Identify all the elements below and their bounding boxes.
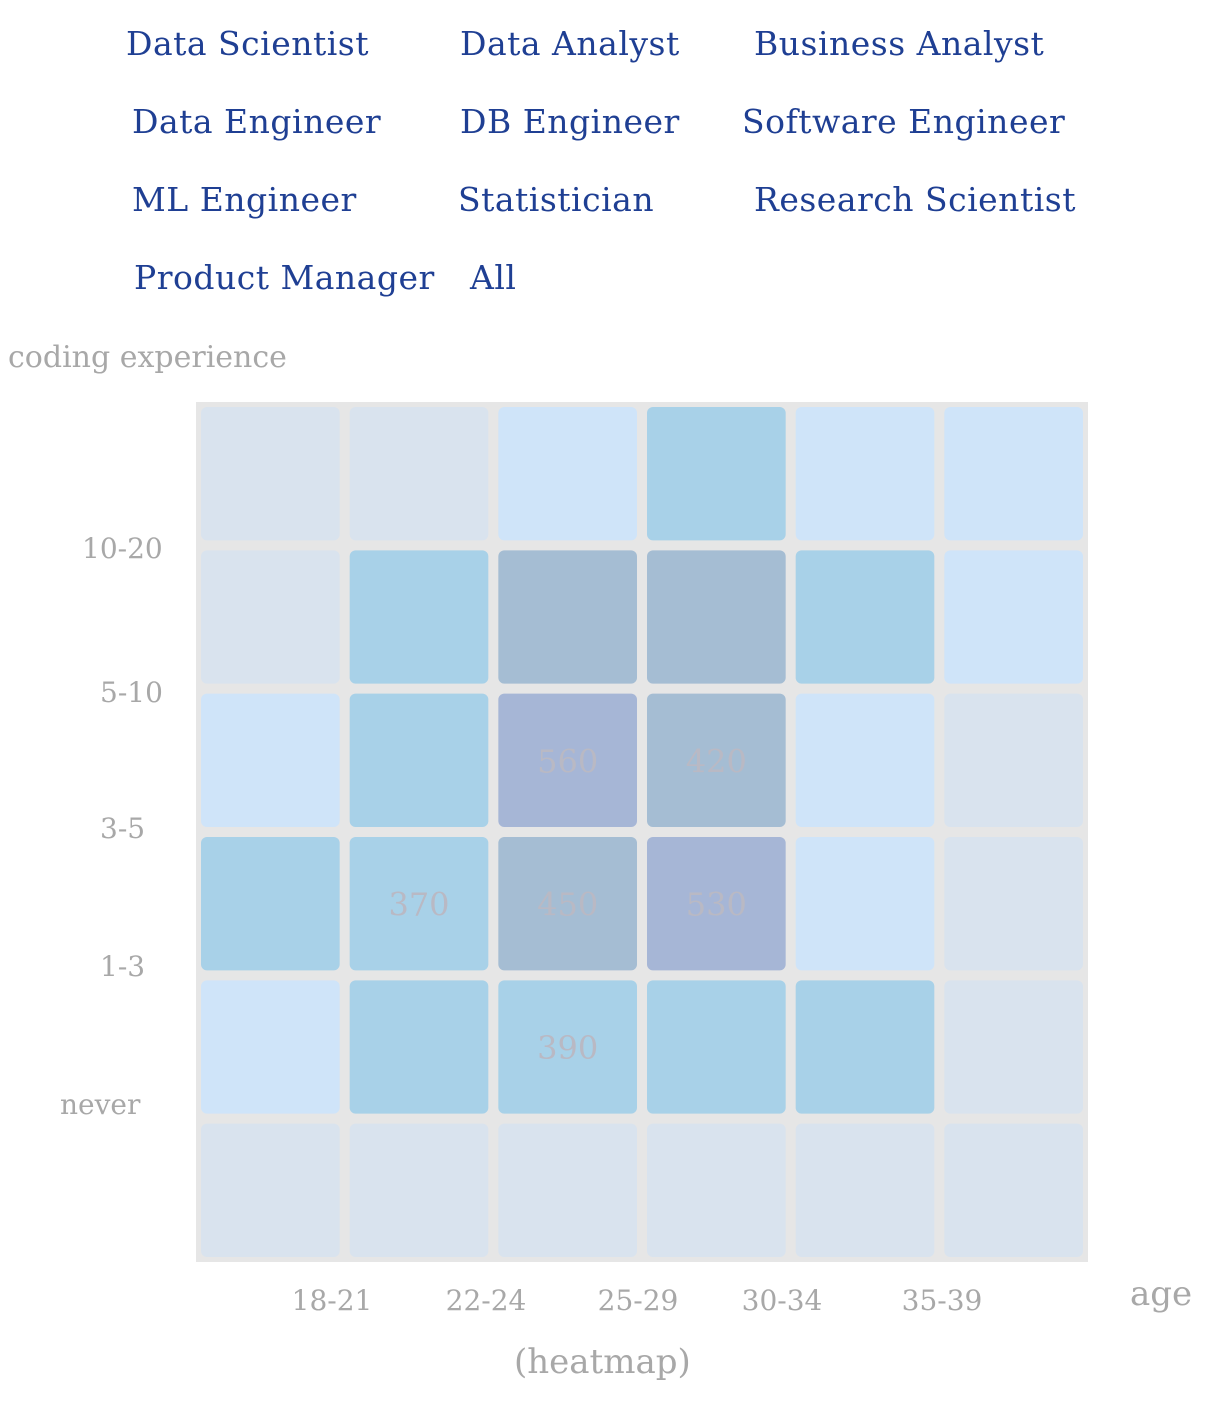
heatmap-cell (498, 550, 637, 684)
x-tick-label: 18-21 (291, 1284, 373, 1317)
heatmap-cell (201, 837, 340, 971)
heatmap-cell-value: 420 (686, 742, 747, 780)
heatmap-cell-value: 450 (537, 886, 598, 924)
role-software-engineer[interactable]: Software Engineer (742, 102, 1066, 141)
heatmap-cell (795, 1123, 935, 1257)
heatmap-cell (944, 837, 1083, 971)
heatmap-cell (944, 1123, 1083, 1257)
heatmap-cell (201, 550, 340, 684)
heatmap-cell (647, 407, 786, 541)
heatmap-cell (201, 693, 340, 827)
x-tick-label: 35-39 (901, 1284, 983, 1317)
role-business-analyst[interactable]: Business Analyst (754, 24, 1045, 63)
heatmap-cell (349, 550, 489, 684)
heatmap-cell (349, 980, 489, 1114)
heatmap-cell (795, 980, 935, 1114)
heatmap-cell (647, 980, 786, 1114)
role-ml-engineer[interactable]: ML Engineer (132, 180, 357, 219)
heatmap-cell (795, 837, 935, 971)
x-tick-label: 30-34 (741, 1284, 823, 1317)
y-tick-label: 5-10 (100, 676, 163, 709)
heatmap-cell (201, 407, 340, 541)
heatmap-cell (647, 693, 786, 827)
heatmap-cell (349, 407, 489, 541)
heatmap-cell (647, 1123, 786, 1257)
heatmap-cell (201, 980, 340, 1114)
chart-caption: (heatmap) (514, 1342, 691, 1382)
heatmap-cell (349, 693, 489, 827)
heatmap-cell (498, 1123, 637, 1257)
heatmap-cell (498, 837, 637, 971)
y-tick-label: 3-5 (100, 812, 146, 845)
role-research-scientist[interactable]: Research Scientist (754, 180, 1076, 219)
role-all[interactable]: All (470, 258, 517, 297)
role-data-analyst[interactable]: Data Analyst (460, 24, 680, 63)
role-statistician[interactable]: Statistician (458, 180, 655, 219)
heatmap-cell (498, 980, 637, 1114)
heatmap-cell (647, 550, 786, 684)
role-data-scientist[interactable]: Data Scientist (126, 24, 369, 63)
heatmap-cell (349, 837, 489, 971)
y-tick-label: 1-3 (100, 950, 146, 983)
heatmap-cell (349, 1123, 489, 1257)
heatmap-cell (795, 693, 935, 827)
heatmap-cell (647, 837, 786, 971)
role-db-engineer[interactable]: DB Engineer (460, 102, 680, 141)
heatmap-cell (944, 693, 1083, 827)
heatmap-cell (944, 407, 1083, 541)
x-axis-label: age (1130, 1274, 1193, 1314)
heatmap-cell (498, 407, 637, 541)
heatmap-grid-background (196, 402, 1088, 1262)
heatmap-cell (944, 980, 1083, 1114)
x-tick-label: 25-29 (597, 1284, 679, 1317)
role-data-engineer[interactable]: Data Engineer (132, 102, 382, 141)
heatmap-cell-value: 530 (686, 886, 747, 924)
y-tick-label: 10-20 (82, 532, 163, 565)
heatmap-cell (795, 407, 935, 541)
heatmap-cell (944, 550, 1083, 684)
heatmap-cell-value: 560 (537, 742, 598, 780)
heatmap-cell (498, 693, 637, 827)
heatmap-cell-value: 370 (388, 886, 449, 924)
role-product-manager[interactable]: Product Manager (134, 258, 435, 297)
heatmap-cell-value: 390 (537, 1029, 598, 1067)
y-tick-label: never (60, 1088, 141, 1121)
x-tick-label: 22-24 (445, 1284, 527, 1317)
heatmap-cell (795, 550, 935, 684)
heatmap-cell (201, 1123, 340, 1257)
